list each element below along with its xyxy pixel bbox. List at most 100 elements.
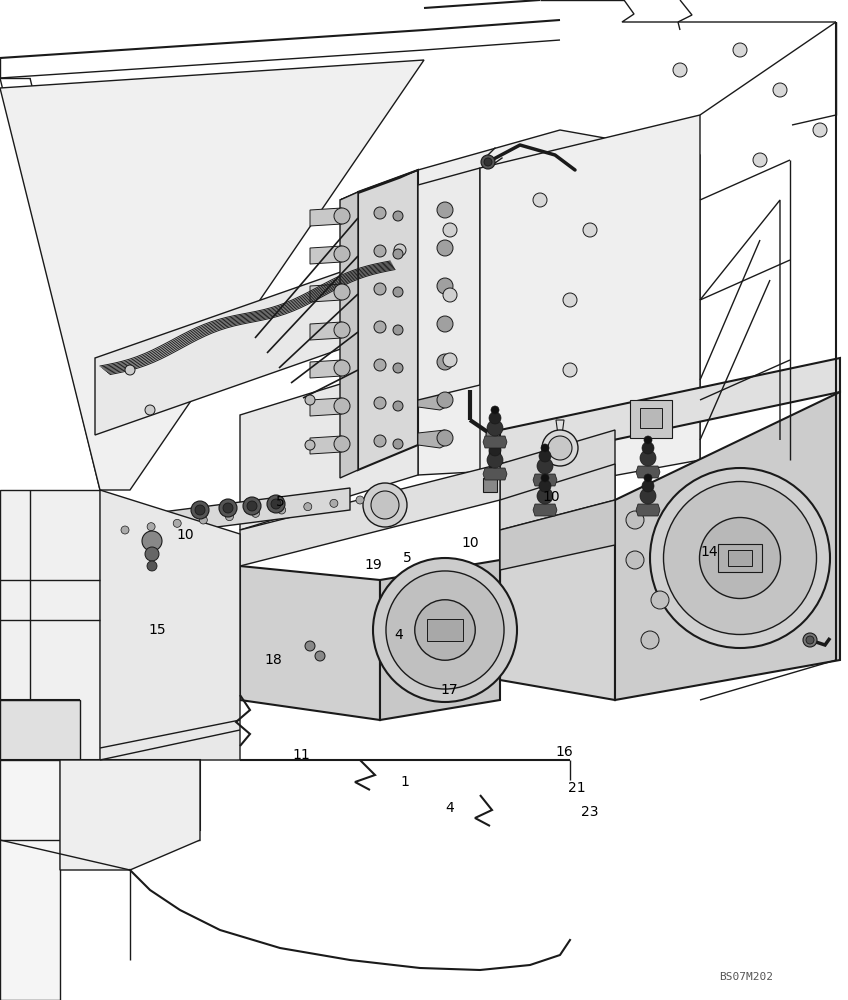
Polygon shape [500,464,615,530]
Circle shape [673,63,687,77]
Circle shape [626,511,644,529]
Polygon shape [533,504,557,516]
Polygon shape [115,488,350,540]
Polygon shape [418,202,450,220]
Circle shape [437,240,453,256]
Polygon shape [615,392,840,700]
Polygon shape [100,240,560,410]
Circle shape [733,43,747,57]
Circle shape [642,480,654,492]
Circle shape [356,496,364,504]
Bar [718,544,762,572]
Circle shape [267,495,285,513]
Polygon shape [310,360,342,378]
Polygon shape [240,566,380,720]
Circle shape [437,202,453,218]
Circle shape [541,474,549,482]
Text: 14: 14 [700,545,717,559]
Circle shape [541,444,549,452]
Polygon shape [0,760,60,1000]
Circle shape [371,491,399,519]
Circle shape [315,651,325,661]
Polygon shape [310,284,342,302]
Polygon shape [358,170,418,470]
Text: 4: 4 [445,801,454,815]
Polygon shape [636,504,660,516]
Polygon shape [0,60,424,490]
Polygon shape [483,468,507,480]
Circle shape [481,155,495,169]
Circle shape [393,325,403,335]
Circle shape [373,558,517,702]
Circle shape [806,636,814,644]
Circle shape [641,631,659,649]
Polygon shape [418,168,480,400]
Circle shape [147,523,155,531]
Circle shape [252,509,259,517]
Circle shape [374,321,386,333]
Polygon shape [483,478,497,492]
Circle shape [305,641,315,651]
Circle shape [443,353,457,367]
Circle shape [334,246,350,262]
Polygon shape [310,208,342,226]
Text: 10: 10 [176,528,193,542]
Polygon shape [418,354,450,372]
Polygon shape [418,392,450,410]
Polygon shape [310,398,342,416]
Circle shape [363,483,407,527]
Circle shape [583,223,597,237]
Polygon shape [0,490,100,760]
Circle shape [386,571,504,689]
Circle shape [334,360,350,376]
Polygon shape [380,560,500,720]
Circle shape [644,436,652,444]
Text: BS07M202: BS07M202 [719,972,773,982]
Circle shape [305,440,315,450]
Text: 21: 21 [568,781,585,795]
Circle shape [415,600,475,660]
Circle shape [147,561,157,571]
Circle shape [243,497,261,515]
Polygon shape [500,500,615,570]
Bar [728,550,752,566]
Circle shape [125,365,135,375]
Circle shape [640,450,656,466]
Polygon shape [310,436,342,454]
Text: 5: 5 [403,551,411,565]
Polygon shape [60,760,200,870]
Circle shape [487,420,503,436]
Circle shape [393,401,403,411]
Circle shape [484,158,492,166]
Circle shape [393,439,403,449]
Bar [640,408,662,428]
Polygon shape [418,130,700,475]
Circle shape [145,547,159,561]
Circle shape [173,519,181,527]
Text: 10: 10 [462,536,479,550]
Circle shape [330,499,338,507]
Polygon shape [533,474,557,486]
Text: 15: 15 [148,623,165,637]
Polygon shape [0,700,80,760]
Circle shape [539,450,551,462]
Circle shape [489,444,501,456]
Circle shape [195,505,205,515]
Circle shape [437,430,453,446]
Text: 10: 10 [543,490,560,504]
Circle shape [121,526,129,534]
Text: 11: 11 [293,748,310,762]
Polygon shape [340,192,358,478]
Circle shape [533,193,547,207]
Polygon shape [310,246,342,264]
Circle shape [753,153,767,167]
Text: 19: 19 [365,558,382,572]
Circle shape [644,474,652,482]
Circle shape [486,429,498,441]
Bar [630,400,672,438]
Circle shape [487,452,503,468]
Circle shape [700,518,780,598]
Circle shape [443,288,457,302]
Circle shape [145,405,155,415]
Circle shape [537,458,553,474]
